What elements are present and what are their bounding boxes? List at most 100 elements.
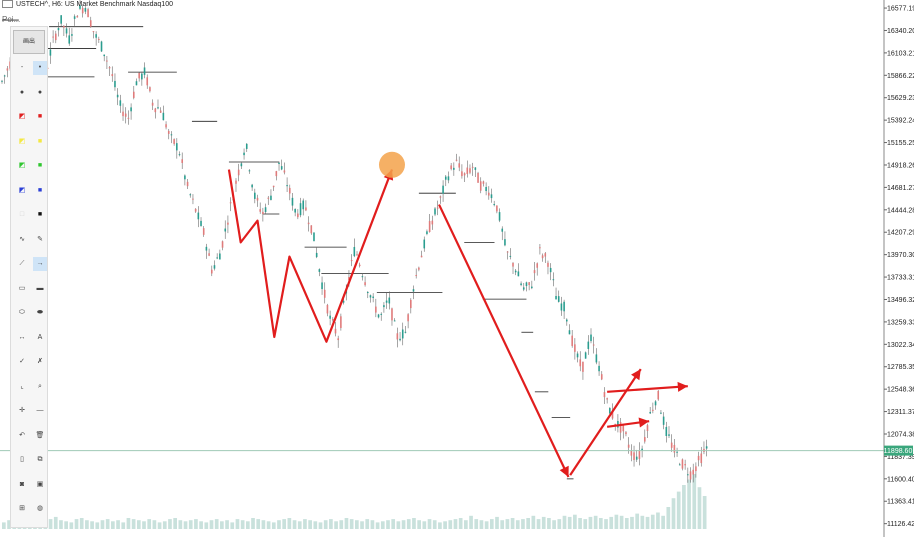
arrow-head xyxy=(677,381,688,392)
candle-body xyxy=(237,169,240,176)
globe-icon[interactable]: ◍ xyxy=(36,505,44,512)
volume-bar xyxy=(515,520,520,529)
volume-bar xyxy=(292,520,297,529)
draw-toggle-button[interactable]: 画出 xyxy=(13,30,45,54)
camera-icon[interactable]: ◙ xyxy=(19,480,25,488)
green-highlight-icon[interactable]: ◩ xyxy=(18,162,26,169)
minus-icon[interactable]: — xyxy=(36,407,44,414)
y-tick-label: 14918.26 xyxy=(887,162,914,169)
volume-bar xyxy=(547,518,551,529)
ellipse-icon[interactable]: ⬭ xyxy=(19,309,25,316)
save-icon[interactable]: ▣ xyxy=(36,480,44,488)
frame-icon[interactable]: ⌞ xyxy=(20,382,24,390)
dash-icon[interactable]: - xyxy=(20,64,24,71)
volume-bar xyxy=(209,520,214,529)
candle-body xyxy=(81,7,84,14)
candle-body xyxy=(568,330,571,335)
red-highlight-icon[interactable]: ◩ xyxy=(18,113,26,120)
arrow-line-icon[interactable]: → xyxy=(33,257,47,271)
candle-body xyxy=(270,195,272,200)
candle-body xyxy=(305,207,307,211)
y-tick-label: 12548.36 xyxy=(887,387,914,394)
candle-body xyxy=(264,207,267,213)
candle-body xyxy=(385,300,388,303)
volume-bar xyxy=(74,519,79,529)
candle-body xyxy=(326,304,329,314)
candle-body xyxy=(463,173,466,176)
volume-bar xyxy=(656,512,660,529)
volume-bar xyxy=(386,520,390,529)
candle-body xyxy=(173,139,175,144)
dot-small-icon[interactable]: ● xyxy=(19,88,25,96)
candle-body xyxy=(283,170,286,173)
volume-bar xyxy=(578,518,582,529)
volume-bar xyxy=(204,522,209,529)
red-square-icon[interactable]: ■ xyxy=(37,113,43,120)
y-tick-label: 14681.27 xyxy=(887,185,914,192)
curve-icon[interactable]: ∿ xyxy=(19,235,25,243)
blue-square-icon[interactable]: ■ xyxy=(37,186,43,194)
candle-body xyxy=(170,134,173,136)
volume-bar xyxy=(609,516,614,529)
y-tick-label: 11126.42 xyxy=(887,521,914,528)
blue-highlight-icon[interactable]: ◩ xyxy=(18,186,26,194)
drawing-toolbar: 画出 - • ● ● ◩ ■ ◩ ■ ◩ ■ ◩ ■ □ ■ ∿ ✎ ⟋ → ▭ ▬ ⬭ ⬬ ↔ A ✓ ✗ ⌞ ⌕ ✛ — ↶ 🗑 ▯ ⧉ ◙ ▣ ⊞… xyxy=(10,26,48,528)
volume-bar xyxy=(313,521,318,529)
candle-body xyxy=(434,208,436,215)
volume-bar xyxy=(375,522,380,529)
check-icon[interactable]: ✓ xyxy=(19,358,25,365)
candle-body xyxy=(216,257,218,259)
page-icon[interactable]: ▯ xyxy=(20,456,24,463)
volume-bar xyxy=(380,521,385,529)
volume-bar xyxy=(432,520,437,529)
dot-large-icon[interactable]: ● xyxy=(37,88,43,96)
undo-icon[interactable]: ↶ xyxy=(19,431,25,439)
pencil-icon[interactable]: ✎ xyxy=(37,235,43,243)
volume-bar xyxy=(142,521,146,529)
copy-icon[interactable]: ⧉ xyxy=(37,456,43,463)
measure-icon[interactable]: ↔ xyxy=(18,333,26,341)
filled-rectangle-icon[interactable]: ▬ xyxy=(36,284,44,292)
volume-bar xyxy=(266,521,271,529)
volume-bar xyxy=(573,514,577,529)
trash-icon[interactable]: 🗑 xyxy=(35,431,45,439)
volume-bar xyxy=(624,518,629,529)
arrow-path xyxy=(607,385,688,393)
volume-bar xyxy=(287,518,292,529)
volume-bar xyxy=(7,520,11,529)
candle-body xyxy=(342,300,345,303)
text-icon[interactable]: A xyxy=(37,333,43,341)
grid-icon[interactable]: ⊞ xyxy=(19,505,25,512)
yellow-square-icon[interactable]: ■ xyxy=(37,137,43,145)
candle-body xyxy=(151,102,154,106)
candle-body xyxy=(227,222,229,225)
volume-bar xyxy=(484,521,489,529)
candle-body xyxy=(536,263,539,268)
candle-body xyxy=(498,212,501,221)
candle-body xyxy=(302,200,305,210)
candle-body xyxy=(256,197,259,201)
black-square-icon[interactable]: ■ xyxy=(37,211,43,218)
volume-bar xyxy=(552,520,556,529)
volume-bar xyxy=(131,519,136,529)
volume-bar xyxy=(531,515,536,529)
volume-bar xyxy=(116,520,120,529)
horizontal-levels xyxy=(2,19,574,480)
volume-bar xyxy=(417,520,421,529)
candle-body xyxy=(603,392,606,398)
filled-ellipse-icon[interactable]: ⬬ xyxy=(37,309,43,316)
white-highlight-icon[interactable]: □ xyxy=(19,211,25,218)
line-icon[interactable]: ⟋ xyxy=(19,260,25,267)
candle-body xyxy=(73,16,76,19)
yellow-highlight-icon[interactable]: ◩ xyxy=(18,137,26,145)
green-square-icon[interactable]: ■ xyxy=(37,162,43,169)
cross-icon[interactable]: ✗ xyxy=(37,358,43,365)
candle-body xyxy=(235,180,237,184)
zoom-icon[interactable]: ⌕ xyxy=(38,382,42,390)
volume-bar xyxy=(567,516,572,529)
point-icon[interactable]: • xyxy=(33,61,47,75)
plus-icon[interactable]: ✛ xyxy=(19,407,25,414)
candle-body xyxy=(617,421,619,428)
rectangle-icon[interactable]: ▭ xyxy=(18,284,26,292)
